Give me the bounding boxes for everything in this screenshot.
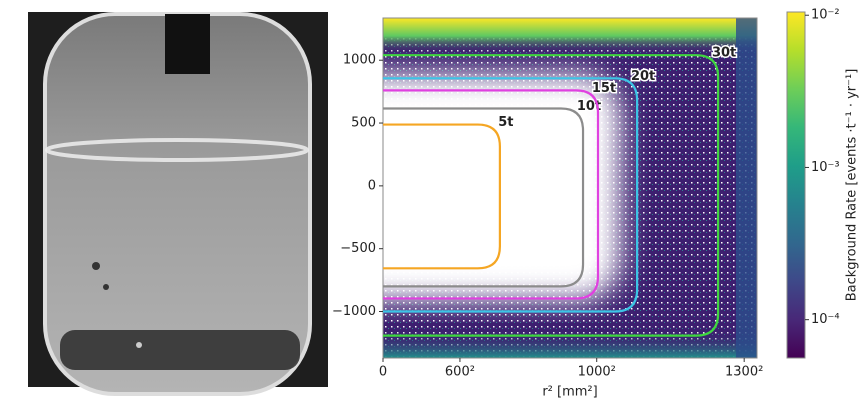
y-tick-label: −1000: [332, 304, 376, 319]
colorbar-tick-label: 10⁻³: [811, 160, 840, 175]
contour-label: 30t: [712, 46, 736, 61]
contour-label: 20t: [631, 69, 655, 84]
contour: [383, 77, 639, 313]
bottom-fixture: [60, 330, 300, 370]
contour-label: 15t: [592, 81, 616, 96]
y-tick-label: 0: [368, 178, 376, 193]
bubble: [103, 284, 109, 290]
y-tick-label: 1000: [343, 53, 376, 68]
contour-label: 5t: [498, 115, 513, 130]
y-tick-label: 500: [351, 116, 376, 131]
heatmap-top-band: [383, 18, 757, 54]
x-tick-label: 0: [379, 365, 387, 380]
bubble: [92, 262, 100, 270]
contour: [383, 123, 502, 270]
heatmap-bottom-band: [383, 330, 757, 358]
heatmap-clear-region: [383, 75, 620, 300]
x-tick-label: 1000²: [578, 365, 616, 380]
contour: [383, 89, 600, 300]
top-fixture: [165, 14, 210, 74]
liquid-surface: [45, 138, 309, 162]
heatmap: [383, 18, 757, 358]
y-tick-label: −500: [340, 241, 376, 256]
photograph: [28, 12, 328, 396]
colorbar: [786, 11, 806, 359]
colorbar-tick-label: 10⁻²: [811, 8, 840, 23]
contour: [383, 54, 720, 337]
bubble: [136, 342, 142, 348]
x-tick-label: 1300²: [725, 365, 763, 380]
x-tick-label: 600²: [445, 365, 475, 380]
heatmap-wall-band: [736, 18, 757, 358]
colorbar-tick-label: 10⁻⁴: [811, 312, 840, 327]
x-axis-label: r² [mm²]: [542, 385, 597, 400]
contour: [383, 107, 585, 288]
plot-frame: [382, 17, 758, 359]
colorbar-label: Background Rate [events ·t⁻¹ · yr⁻¹]: [845, 69, 860, 302]
